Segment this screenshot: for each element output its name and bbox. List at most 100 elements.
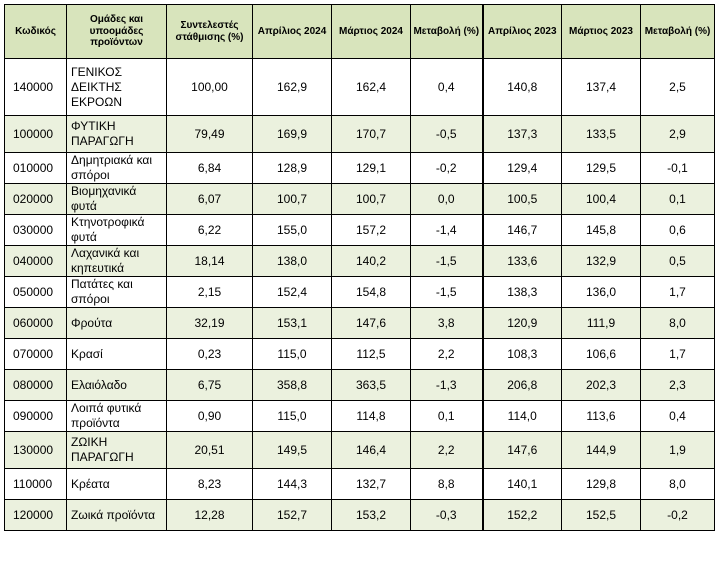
cell-mar-2024: 146,4 xyxy=(331,431,411,469)
cell-code: 010000 xyxy=(4,152,67,184)
cell-apr-2024: 169,9 xyxy=(252,115,332,153)
cell-code: 140000 xyxy=(4,58,67,116)
cell-apr-2023: 146,7 xyxy=(481,214,562,246)
cell-mar-2024: 162,4 xyxy=(331,58,411,116)
cell-apr-2024: 128,9 xyxy=(252,152,332,184)
cell-change-2023: 1,7 xyxy=(640,338,715,370)
cell-apr-2024: 100,7 xyxy=(252,183,332,215)
cell-name: Ζωικά προϊόντα xyxy=(66,499,167,531)
cell-apr-2024: 153,1 xyxy=(252,307,332,339)
header-apr-2024: Απρίλιος 2024 xyxy=(252,4,332,59)
table-row: 110000 Κρέατα 8,23 144,3 132,7 8,8 140,1… xyxy=(4,468,715,500)
cell-name: ΦΥΤΙΚΗ ΠΑΡΑΓΩΓΗ xyxy=(66,115,167,153)
table-row: 050000 Πατάτες και σπόροι 2,15 152,4 154… xyxy=(4,276,715,308)
cell-apr-2023: 100,5 xyxy=(481,183,562,215)
cell-mar-2024: 157,2 xyxy=(331,214,411,246)
cell-mar-2024: 100,7 xyxy=(331,183,411,215)
cell-apr-2023: 108,3 xyxy=(481,338,562,370)
cell-change-2023: 0,1 xyxy=(640,183,715,215)
header-mar-2023: Μάρτιος 2023 xyxy=(561,4,641,59)
cell-mar-2023: 133,5 xyxy=(561,115,641,153)
cell-weight: 8,23 xyxy=(166,468,253,500)
cell-change-2024: 0,1 xyxy=(410,400,483,432)
cell-apr-2023: 133,6 xyxy=(481,245,562,277)
cell-apr-2023: 140,8 xyxy=(481,58,562,116)
cell-weight: 6,84 xyxy=(166,152,253,184)
cell-change-2024: -0,5 xyxy=(410,115,483,153)
cell-apr-2023: 206,8 xyxy=(481,369,562,401)
cell-weight: 20,51 xyxy=(166,431,253,469)
cell-change-2024: -1,5 xyxy=(410,276,483,308)
table-row: 030000 Κτηνοτροφικά φυτά 6,22 155,0 157,… xyxy=(4,214,715,246)
cell-change-2024: -1,5 xyxy=(410,245,483,277)
cell-code: 040000 xyxy=(4,245,67,277)
cell-apr-2023: 147,6 xyxy=(481,431,562,469)
cell-name: ΖΩΙΚΗ ΠΑΡΑΓΩΓΗ xyxy=(66,431,167,469)
cell-weight: 18,14 xyxy=(166,245,253,277)
cell-change-2023: 2,5 xyxy=(640,58,715,116)
cell-name: Λαχανικά και κηπευτικά xyxy=(66,245,167,277)
cell-code: 070000 xyxy=(4,338,67,370)
cell-mar-2023: 145,8 xyxy=(561,214,641,246)
cell-mar-2023: 129,5 xyxy=(561,152,641,184)
cell-mar-2023: 132,9 xyxy=(561,245,641,277)
cell-mar-2024: 154,8 xyxy=(331,276,411,308)
cell-change-2024: 3,8 xyxy=(410,307,483,339)
header-group: Ομάδες και υποομάδες προϊόντων xyxy=(66,4,167,59)
cell-change-2024: -1,3 xyxy=(410,369,483,401)
cell-change-2023: 1,9 xyxy=(640,431,715,469)
cell-weight: 0,23 xyxy=(166,338,253,370)
cell-apr-2023: 152,2 xyxy=(481,499,562,531)
cell-mar-2024: 363,5 xyxy=(331,369,411,401)
cell-code: 060000 xyxy=(4,307,67,339)
cell-mar-2023: 106,6 xyxy=(561,338,641,370)
cell-mar-2024: 114,8 xyxy=(331,400,411,432)
cell-weight: 100,00 xyxy=(166,58,253,116)
table-row: 090000 Λοιπά φυτικά προϊόντα 0,90 115,0 … xyxy=(4,400,715,432)
cell-change-2024: -0,2 xyxy=(410,152,483,184)
cell-change-2023: -0,1 xyxy=(640,152,715,184)
cell-weight: 79,49 xyxy=(166,115,253,153)
cell-apr-2024: 115,0 xyxy=(252,400,332,432)
cell-weight: 32,19 xyxy=(166,307,253,339)
cell-change-2024: -1,4 xyxy=(410,214,483,246)
cell-code: 020000 xyxy=(4,183,67,215)
cell-apr-2023: 137,3 xyxy=(481,115,562,153)
cell-apr-2024: 144,3 xyxy=(252,468,332,500)
cell-apr-2024: 138,0 xyxy=(252,245,332,277)
header-weight: Συντελεστές στάθμισης (%) xyxy=(166,4,253,59)
cell-change-2023: 2,3 xyxy=(640,369,715,401)
cell-mar-2023: 202,3 xyxy=(561,369,641,401)
cell-code: 090000 xyxy=(4,400,67,432)
table-row: 020000 Βιομηχανικά φυτά 6,07 100,7 100,7… xyxy=(4,183,715,215)
cell-apr-2023: 138,3 xyxy=(481,276,562,308)
header-apr-2023: Απρίλιος 2023 xyxy=(481,4,562,59)
cell-code: 080000 xyxy=(4,369,67,401)
table-row: 100000 ΦΥΤΙΚΗ ΠΑΡΑΓΩΓΗ 79,49 169,9 170,7… xyxy=(4,115,715,153)
cell-mar-2024: 170,7 xyxy=(331,115,411,153)
cell-weight: 12,28 xyxy=(166,499,253,531)
cell-weight: 6,75 xyxy=(166,369,253,401)
cell-weight: 0,90 xyxy=(166,400,253,432)
cell-change-2023: 8,0 xyxy=(640,307,715,339)
cell-change-2024: 2,2 xyxy=(410,431,483,469)
cell-apr-2024: 115,0 xyxy=(252,338,332,370)
header-row: Κωδικός Ομάδες και υποομάδες προϊόντων Σ… xyxy=(4,4,715,59)
cell-change-2023: 8,0 xyxy=(640,468,715,500)
table-row: 070000 Κρασί 0,23 115,0 112,5 2,2 108,3 … xyxy=(4,338,715,370)
cell-change-2024: -0,3 xyxy=(410,499,483,531)
cell-weight: 6,07 xyxy=(166,183,253,215)
cell-name: Φρούτα xyxy=(66,307,167,339)
cell-change-2024: 0,4 xyxy=(410,58,483,116)
cell-mar-2023: 113,6 xyxy=(561,400,641,432)
cell-mar-2024: 112,5 xyxy=(331,338,411,370)
cell-change-2023: 0,4 xyxy=(640,400,715,432)
cell-name: ΓΕΝΙΚΟΣ ΔΕΙΚΤΗΣ ΕΚΡΟΩΝ xyxy=(66,58,167,116)
cell-code: 100000 xyxy=(4,115,67,153)
cell-name: Κρέατα xyxy=(66,468,167,500)
cell-code: 030000 xyxy=(4,214,67,246)
cell-mar-2024: 129,1 xyxy=(331,152,411,184)
cell-name: Κρασί xyxy=(66,338,167,370)
table-row: 080000 Ελαιόλαδο 6,75 358,8 363,5 -1,3 2… xyxy=(4,369,715,401)
cell-change-2023: 2,9 xyxy=(640,115,715,153)
